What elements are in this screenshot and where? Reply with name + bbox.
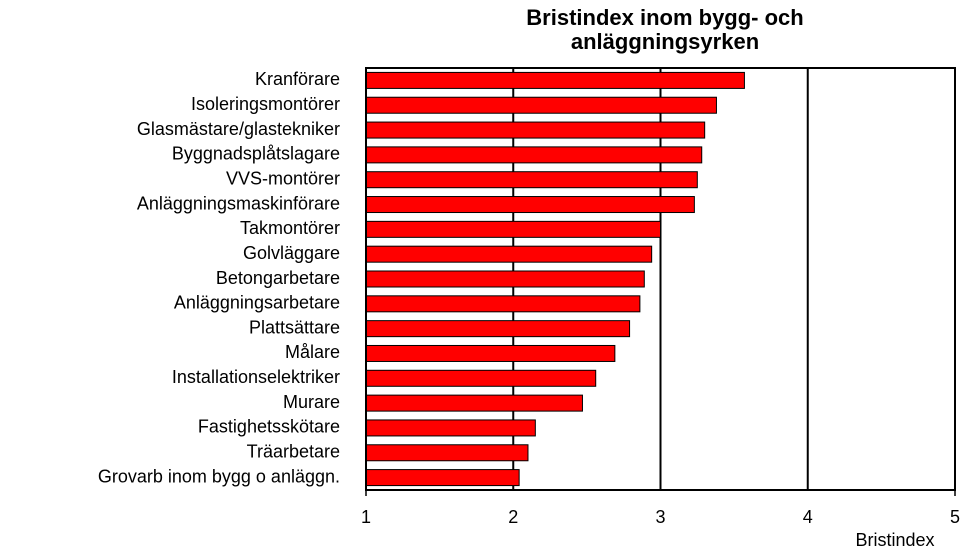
y-tick-label: Murare (283, 392, 340, 412)
bar (365, 369, 597, 387)
bar (365, 96, 717, 114)
y-tick-label: Byggnadsplåtslagare (172, 144, 340, 164)
y-tick-label: Grovarb inom bygg o anläggn. (98, 466, 340, 486)
y-tick-label: Golvläggare (243, 243, 340, 263)
y-tick-label: Plattsättare (249, 317, 340, 337)
bar (365, 245, 653, 263)
bar (365, 121, 706, 139)
y-tick-label: Installationselektriker (172, 367, 340, 387)
y-tick-label: Kranförare (255, 69, 340, 89)
bar (365, 196, 695, 214)
y-tick-label: Isoleringsmontörer (191, 94, 340, 114)
bar (365, 146, 703, 164)
x-tick-label: 3 (655, 507, 665, 527)
y-tick-label: Betongarbetare (216, 268, 340, 288)
plot-frame (365, 67, 956, 491)
y-tick-label: Anläggningsarbetare (174, 293, 340, 313)
x-tick-label: 4 (803, 507, 813, 527)
x-tick-label: 2 (508, 507, 518, 527)
y-tick-label: Fastighetsskötare (198, 417, 340, 437)
x-tick-label: 1 (361, 507, 371, 527)
bar (365, 444, 529, 462)
bar (365, 320, 631, 338)
bar (365, 220, 661, 238)
bar (365, 469, 520, 487)
bar (365, 419, 536, 437)
bar (365, 71, 745, 89)
y-tick-label: Målare (285, 342, 340, 362)
bar (365, 295, 641, 313)
y-tick-label: Takmontörer (240, 218, 340, 238)
bar (365, 394, 583, 412)
x-axis-label: Bristindex (855, 530, 934, 550)
bar (365, 171, 698, 189)
y-tick-label: Glasmästare/glastekniker (137, 119, 340, 139)
y-tick-label: Träarbetare (247, 442, 340, 462)
y-tick-label: VVS-montörer (226, 168, 340, 188)
x-tick-label: 5 (950, 507, 960, 527)
bar (365, 344, 616, 362)
bar (365, 270, 645, 288)
y-tick-label: Anläggningsmaskinförare (137, 193, 340, 213)
chart-title: Bristindex inom bygg- och anläggningsyrk… (526, 5, 804, 54)
